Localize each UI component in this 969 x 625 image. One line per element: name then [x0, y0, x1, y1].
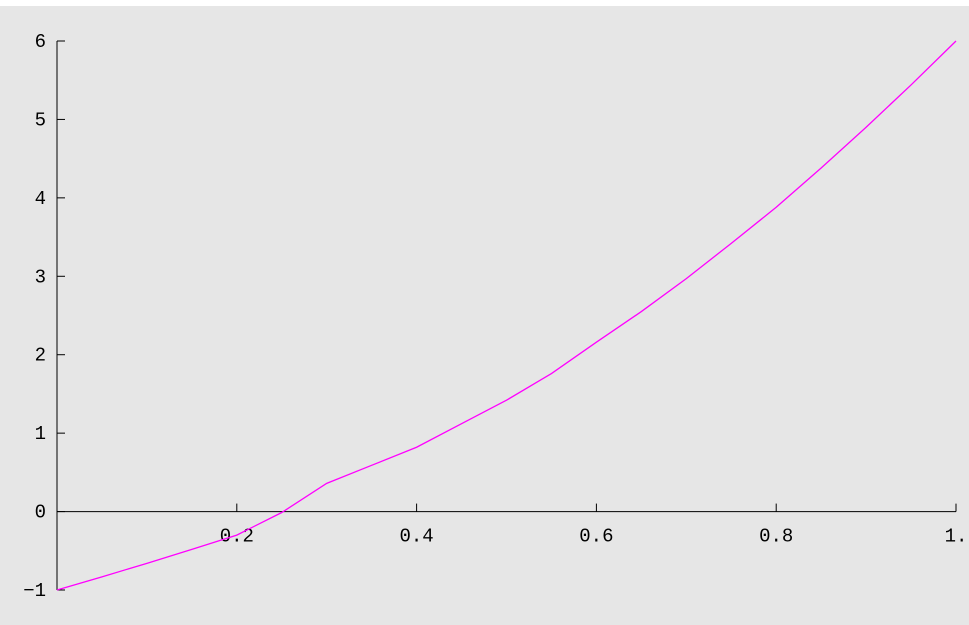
y-tick-label: −1 — [23, 580, 46, 602]
x-tick-label: 0.8 — [759, 526, 793, 548]
y-tick-label: 3 — [35, 266, 46, 288]
y-tick-label: 6 — [35, 31, 46, 53]
plot-area: 0.2 0.4 0.6 0.8 1. −1 0 1 2 3 4 5 6 — [0, 6, 969, 625]
x-tick-label: 0.6 — [579, 526, 613, 548]
series-line — [56, 40, 957, 591]
y-tick-label: 4 — [35, 188, 46, 210]
y-tick-label: 1 — [35, 423, 46, 445]
y-tick-label: 0 — [35, 502, 46, 524]
x-tick-label: 0.4 — [399, 526, 433, 548]
ticks — [57, 40, 957, 591]
y-tick-label: 5 — [35, 109, 46, 131]
y-tick-label: 2 — [35, 345, 46, 367]
x-tick-label: 1. — [945, 526, 968, 548]
axes — [56, 41, 956, 590]
series — [56, 40, 957, 591]
